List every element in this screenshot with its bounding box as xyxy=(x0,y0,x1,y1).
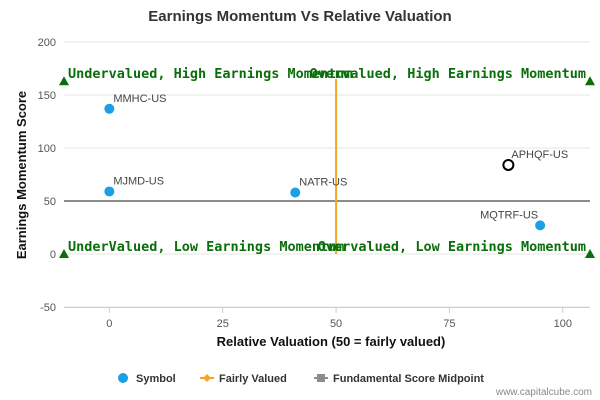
x-tick-label: 100 xyxy=(554,318,572,330)
legend-midpoint-marker xyxy=(317,374,325,382)
highlight-point-label: APHQF-US xyxy=(511,149,568,161)
data-point-label: MJMD-US xyxy=(113,175,164,187)
chart-title: Earnings Momentum Vs Relative Valuation xyxy=(148,8,451,25)
data-point xyxy=(290,187,301,198)
data-point xyxy=(535,220,546,231)
quadrant-label: Overvalued, High Earnings Momentum xyxy=(310,66,586,82)
legend-label: Symbol xyxy=(136,373,176,385)
x-tick-label: 50 xyxy=(330,318,342,330)
watermark: www.capitalcube.com xyxy=(495,387,592,398)
reference-lines xyxy=(64,79,590,254)
quadrant-marker xyxy=(59,76,69,86)
quadrant-label: Undervalued, High Earnings Momentum xyxy=(68,66,352,82)
data-points: MMHC-US MJMD-US NATR-US MQTRF-US APHQF-US xyxy=(104,93,568,231)
x-axis-title: Relative Valuation (50 = fairly valued) xyxy=(217,334,446,349)
x-tick-label: 75 xyxy=(443,318,455,330)
x-tick-label: 25 xyxy=(217,318,229,330)
data-point-label: NATR-US xyxy=(299,177,347,189)
quadrant-label: UnderValued, Low Earnings Momentum xyxy=(68,239,344,255)
y-tick-label: 0 xyxy=(50,249,56,261)
data-point-label: MQTRF-US xyxy=(480,209,538,221)
quadrant-labels: Undervalued, High Earnings MomentumOverv… xyxy=(59,66,595,258)
legend-label: Fairly Valued xyxy=(219,373,287,385)
quadrant-marker xyxy=(59,249,69,258)
y-tick-label: 150 xyxy=(38,90,56,102)
y-tick-label: 100 xyxy=(38,143,56,155)
x-axis-ticks: 0 25 50 75 100 xyxy=(64,307,590,330)
y-tick-label: 200 xyxy=(38,37,56,49)
x-tick-label: 0 xyxy=(106,318,112,330)
quadrant-label: Overvalued, Low Earnings Momentum xyxy=(318,239,586,255)
y-axis-ticks: -50 0 50 100 150 200 xyxy=(38,37,56,314)
legend: Symbol Fairly Valued Fundamental Score Mid… xyxy=(118,373,484,385)
highlight-point xyxy=(502,158,515,171)
legend-fairly-valued-marker xyxy=(203,374,211,382)
y-tick-label: 50 xyxy=(44,196,56,208)
y-tick-label: -50 xyxy=(40,302,56,314)
data-point xyxy=(104,103,115,114)
legend-label: Fundamental Score Midpoint xyxy=(333,373,484,385)
quadrant-marker xyxy=(585,249,595,258)
data-point xyxy=(104,186,115,197)
quadrant-marker xyxy=(585,76,595,86)
y-axis-title: Earnings Momentum Score xyxy=(14,91,29,259)
legend-symbol-marker xyxy=(118,373,128,383)
data-point-label: MMHC-US xyxy=(113,93,166,105)
